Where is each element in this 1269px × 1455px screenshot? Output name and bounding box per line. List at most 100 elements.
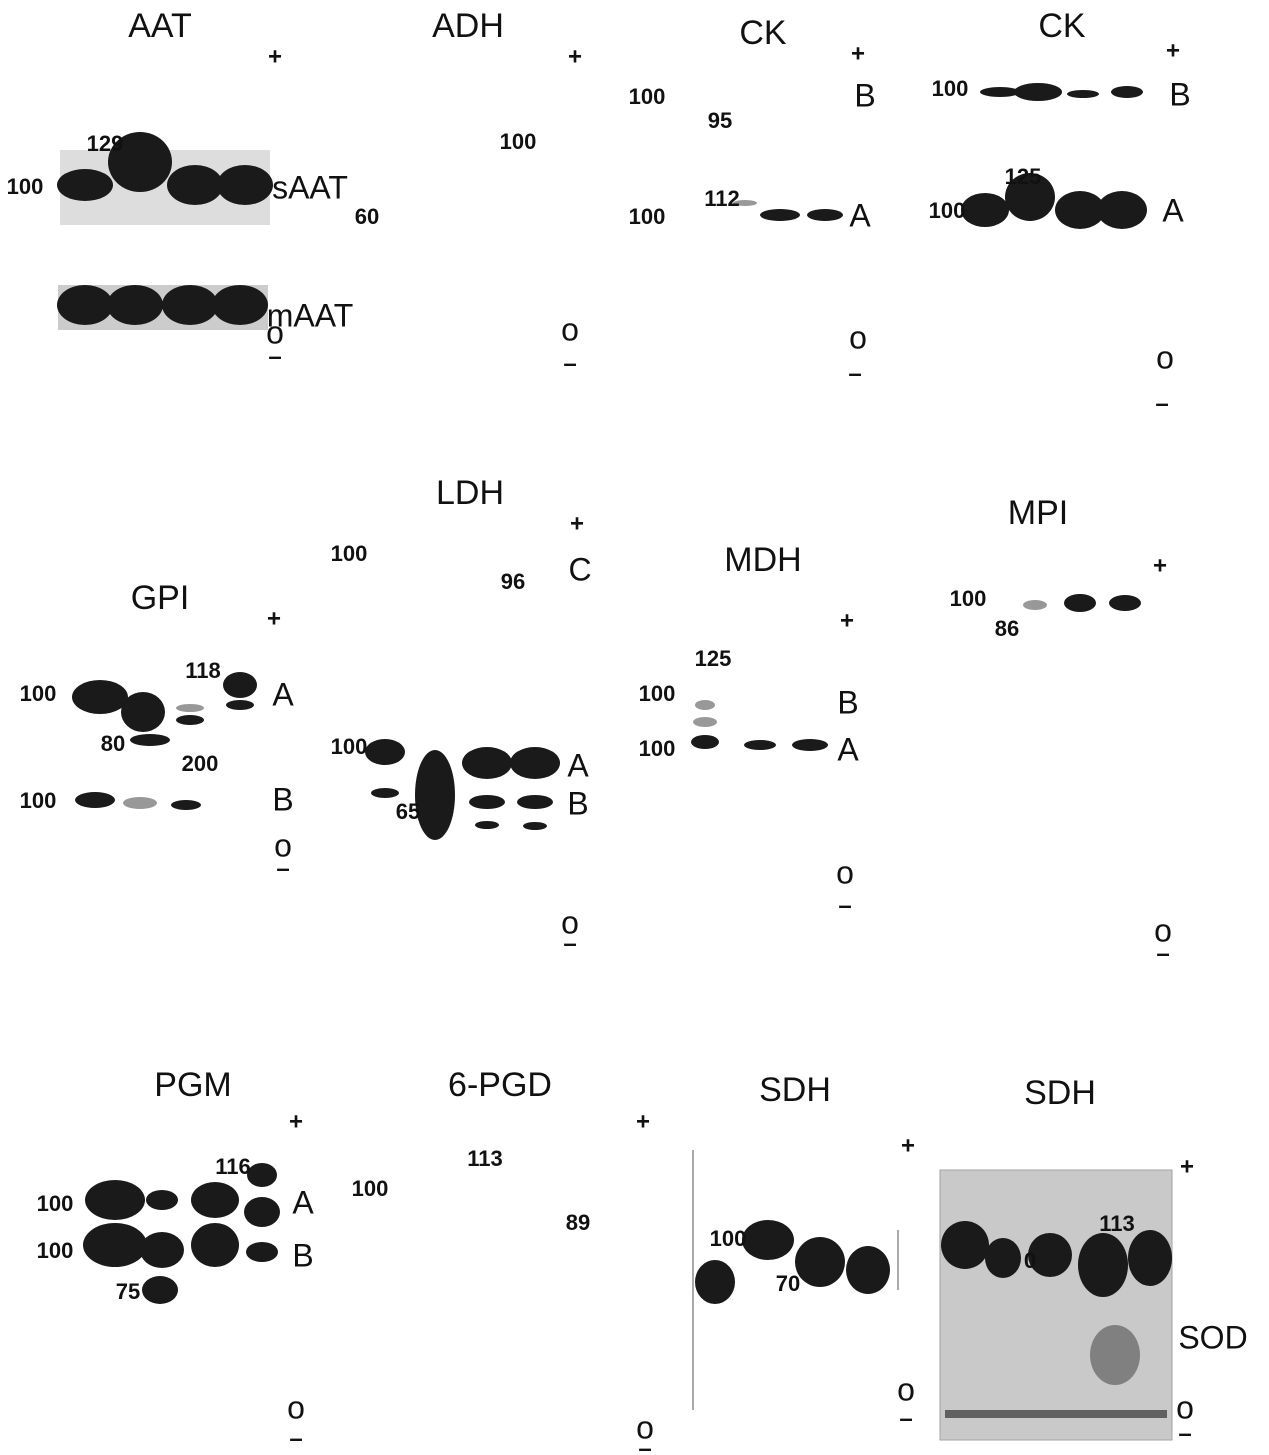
- gel-label: –: [563, 930, 576, 957]
- gel-label: 100: [37, 1191, 74, 1216]
- gel-label: A: [837, 731, 859, 767]
- panel-title: 6-PGD: [448, 1066, 552, 1104]
- panel-title: MPI: [1008, 494, 1068, 532]
- gel-label: B: [1169, 76, 1190, 112]
- gel-label: 100: [950, 586, 987, 611]
- gel-label: 112: [704, 186, 740, 211]
- gel-label: 100: [500, 129, 537, 154]
- gel-label: +: [289, 1108, 303, 1135]
- gel-label: –: [638, 1435, 651, 1455]
- panel-title: CK: [1038, 7, 1086, 45]
- panel-title: MDH: [724, 541, 801, 579]
- gel-label: 100: [352, 1176, 389, 1201]
- gel-label: o: [1156, 339, 1174, 375]
- gel-label: SOD: [1178, 1319, 1247, 1355]
- gel-label: o: [561, 311, 579, 347]
- gel-label: 100: [932, 76, 969, 101]
- gel-label: +: [267, 605, 281, 632]
- gel-label: +: [901, 1132, 915, 1159]
- gel-label: 100: [331, 734, 368, 759]
- gel-label: 80: [101, 731, 125, 756]
- gel-label: o: [561, 904, 579, 940]
- gel-label: +: [1153, 552, 1167, 579]
- panel-title: AAT: [128, 7, 192, 45]
- gel-label: +: [1166, 37, 1180, 64]
- gel-label: +: [851, 40, 865, 67]
- gel-label: 100: [629, 84, 666, 109]
- gel-label: 100: [929, 198, 966, 223]
- panel-title: SDH: [1024, 1074, 1096, 1112]
- gel-label: 100: [331, 541, 368, 566]
- gel-label: +: [636, 1108, 650, 1135]
- gel-label: –: [899, 1405, 912, 1432]
- panel-title: LDH: [436, 474, 504, 512]
- gel-label: –: [1156, 940, 1169, 967]
- gel-label: 0: [1024, 1248, 1036, 1273]
- gel-label: 100: [20, 681, 57, 706]
- gel-bands: [57, 83, 1173, 1441]
- gel-label: 60: [355, 204, 379, 229]
- gel-label: A: [567, 747, 589, 783]
- gel-label: o: [274, 827, 292, 863]
- gel-label: o: [836, 854, 854, 890]
- panel-title: GPI: [131, 579, 190, 617]
- gel-label: 86: [995, 616, 1019, 641]
- gel-label: 89: [566, 1210, 590, 1235]
- gel-label: +: [840, 607, 854, 634]
- panel-title: PGM: [154, 1066, 231, 1104]
- gel-label: B: [854, 77, 875, 113]
- gel-label: A: [292, 1184, 314, 1220]
- gel-label: A: [849, 197, 871, 233]
- gel-label: 75: [116, 1279, 140, 1304]
- gel-label: 113: [1099, 1211, 1135, 1236]
- gel-label: mAAT: [267, 297, 354, 333]
- gel-label: B: [292, 1237, 313, 1273]
- gel-label: o: [636, 1409, 654, 1445]
- gel-label: 95: [708, 108, 732, 133]
- gel-label: C: [568, 551, 591, 587]
- gel-label: –: [838, 892, 851, 919]
- gel-label: 113: [467, 1146, 503, 1171]
- gel-label: –: [848, 360, 861, 387]
- gel-label: 125: [1005, 164, 1042, 189]
- panel-title: SDH: [759, 1071, 831, 1109]
- panel-title: CK: [739, 14, 787, 52]
- panel-title: ADH: [432, 7, 504, 45]
- gel-label: B: [567, 785, 588, 821]
- gel-label: A: [272, 676, 294, 712]
- gel-label: –: [276, 855, 289, 882]
- gel-label: 125: [695, 646, 732, 671]
- gel-label: –: [1178, 1420, 1191, 1447]
- gel-label: –: [268, 343, 281, 370]
- gel-label: o: [1176, 1389, 1194, 1425]
- gel-label: o: [287, 1389, 305, 1425]
- gel-label: 100: [7, 174, 44, 199]
- gel-label: 100: [710, 1226, 747, 1251]
- gel-label: –: [1155, 390, 1168, 417]
- gel-label: A: [1162, 192, 1184, 228]
- gel-label: +: [1180, 1153, 1194, 1180]
- gel-label: 96: [501, 569, 525, 594]
- gel-label: 200: [182, 751, 219, 776]
- gel-label: 100: [639, 681, 676, 706]
- gel-label: o: [266, 314, 284, 350]
- gel-label: o: [897, 1371, 915, 1407]
- gel-label: B: [837, 684, 858, 720]
- gel-label: –: [289, 1425, 302, 1452]
- gel-label: 70: [776, 1271, 800, 1296]
- gel-label: o: [849, 319, 867, 355]
- gel-label: B: [272, 781, 293, 817]
- gel-label: 100: [20, 788, 57, 813]
- gel-label: +: [568, 43, 582, 70]
- gel-label: +: [268, 43, 282, 70]
- gel-label: 100: [37, 1238, 74, 1263]
- gel-label: 100: [629, 204, 666, 229]
- gel-label: 100: [639, 736, 676, 761]
- gel-label: 116: [215, 1154, 251, 1179]
- gel-label: sAAT: [272, 169, 348, 205]
- gel-label: –: [563, 350, 576, 377]
- gel-label: 129: [87, 131, 124, 156]
- gel-label: o: [1154, 912, 1172, 948]
